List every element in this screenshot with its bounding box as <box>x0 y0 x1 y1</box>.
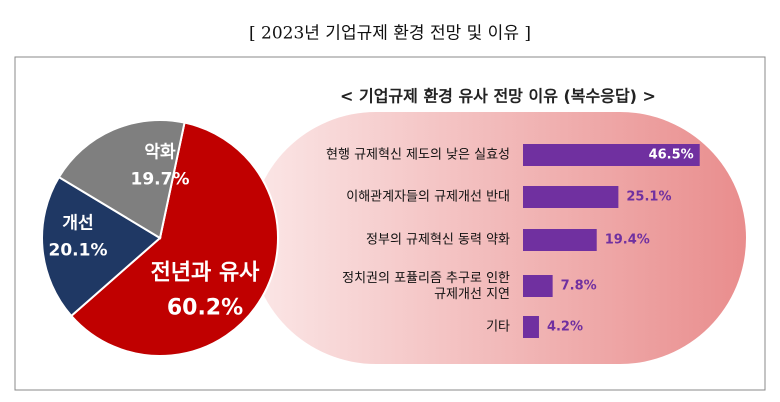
bar <box>523 186 619 208</box>
slice-label: 개선 <box>62 213 93 233</box>
value-label: 19.4% <box>605 233 650 248</box>
bar <box>523 316 539 338</box>
value-label: 25.1% <box>626 190 671 205</box>
category-label: 현행 규제혁신 제도의 낮은 실효성 <box>326 147 510 163</box>
value-label: 7.8% <box>561 279 597 294</box>
slice-label: 전년과 유사 <box>151 261 261 286</box>
slice-value: 60.2% <box>167 296 243 321</box>
pie-slice <box>69 121 279 357</box>
bar <box>523 144 700 166</box>
category-label: 정부의 규제혁신 동력 약화 <box>366 233 510 248</box>
value-label: 46.5% <box>649 148 694 163</box>
reason-panel <box>250 112 746 364</box>
slice-value: 20.1% <box>49 240 108 260</box>
category-label: 정치권의 포퓰리즘 추구로 인한 규제개선 지연 <box>342 271 510 302</box>
category-label: 기타 <box>486 320 510 335</box>
pie-slice <box>57 119 186 240</box>
bar <box>523 275 553 297</box>
bar-title: < 기업규제 환경 유사 전망 이유 (복수응답) > <box>340 87 656 106</box>
pie-slice <box>41 175 162 318</box>
bar <box>523 229 597 251</box>
value-label: 4.2% <box>547 320 583 335</box>
frame <box>14 56 766 391</box>
page-title: [ 2023년 기업규제 환경 전망 및 이유 ] <box>249 24 531 44</box>
slice-label: 악화 <box>144 142 176 162</box>
slice-value: 19.7% <box>131 169 190 189</box>
category-label: 이해관계자들의 규제개선 반대 <box>346 190 510 205</box>
